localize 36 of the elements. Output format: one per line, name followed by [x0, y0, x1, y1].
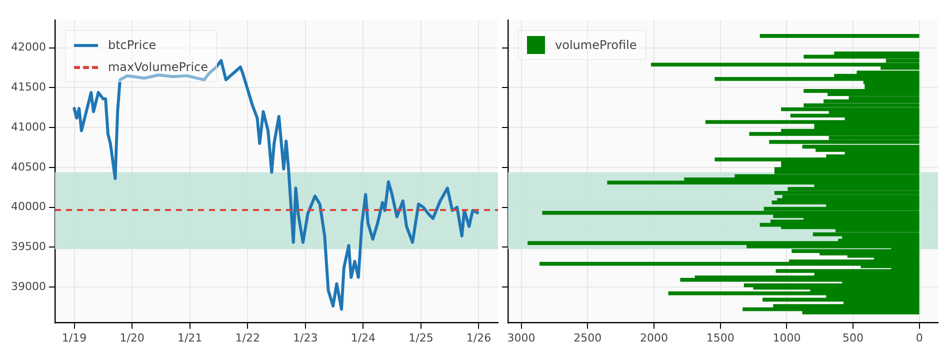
x-tick-label: 1/26: [466, 331, 492, 344]
x-tick-label: 0: [916, 331, 923, 344]
x-tick-label: 1/24: [350, 331, 376, 344]
y-tick-label: 39500: [10, 240, 46, 253]
x-tick-label: 3000: [507, 331, 536, 344]
bar: [760, 34, 920, 38]
bar: [790, 114, 920, 118]
y-tick-label: 40000: [10, 200, 46, 214]
legend-label: maxVolumePrice: [108, 60, 208, 74]
x-tick-label: 1/20: [120, 331, 144, 344]
x-tick-label: 1000: [772, 331, 801, 344]
bar: [774, 190, 920, 195]
bar: [607, 180, 920, 184]
legend-label: btcPrice: [108, 38, 156, 52]
bar: [804, 54, 920, 59]
x-tick-label: 500: [842, 331, 864, 344]
bar: [714, 77, 920, 81]
x-tick-label: 1/21: [177, 331, 202, 344]
bar: [528, 241, 920, 246]
x-tick-label: 2500: [574, 331, 602, 344]
y-tick-label: 42000: [10, 40, 46, 54]
y-tick-label: 40500: [10, 160, 46, 174]
y-tick-label: 41500: [10, 80, 46, 94]
x-tick-label: 2000: [640, 331, 668, 344]
x-tick-label: 1/22: [235, 331, 260, 344]
x-tick-label: 1/25: [408, 331, 434, 344]
bar: [749, 132, 920, 136]
bar: [651, 62, 920, 67]
y-tick-label: 41000: [10, 120, 46, 134]
bar: [540, 262, 920, 266]
x-tick-label: 1/23: [293, 331, 318, 344]
x-tick-label: 1/19: [62, 331, 87, 344]
bar: [542, 210, 920, 215]
x-tick-label: 1500: [706, 331, 734, 344]
y-tick-label: 39000: [10, 280, 46, 293]
legend-label: volumeProfile: [555, 38, 637, 52]
